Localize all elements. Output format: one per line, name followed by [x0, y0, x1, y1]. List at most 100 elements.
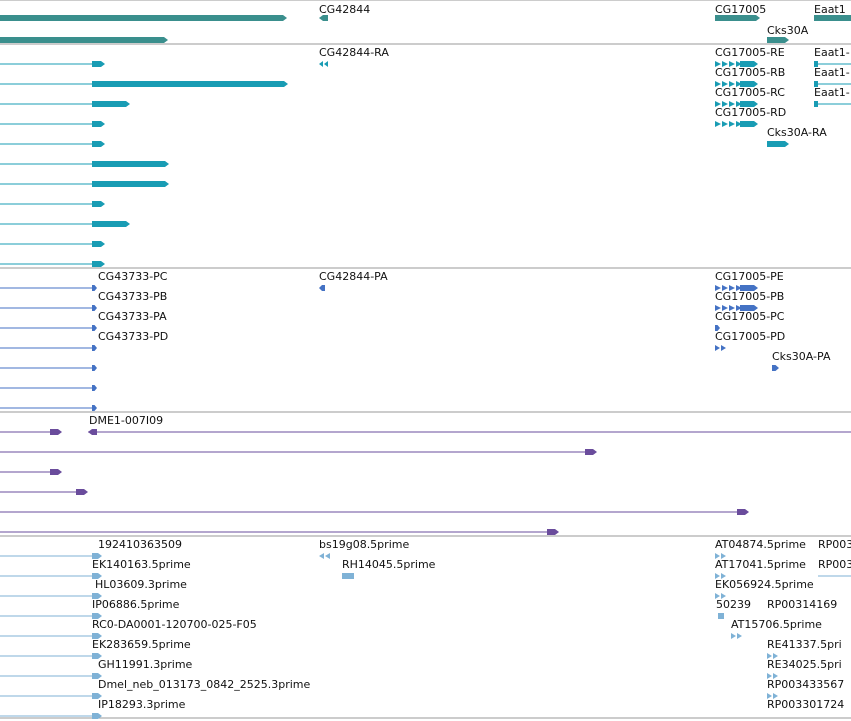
est-feature-1[interactable] [773, 693, 778, 699]
est-feature-0[interactable] [767, 653, 772, 659]
transcript-exon-3[interactable] [736, 101, 742, 107]
transcript-exon-3[interactable] [736, 121, 742, 127]
feature-label[interactable]: CG17005-PB [715, 290, 785, 303]
feature-label[interactable]: IP18293.3prime [98, 698, 186, 711]
transcript-exon[interactable] [92, 201, 105, 207]
protein-feature[interactable] [92, 305, 97, 311]
transcript-exon-0[interactable] [319, 61, 323, 67]
feature-label[interactable]: GH11991.3prime [98, 658, 193, 671]
feature-label[interactable]: CG43733-PB [98, 290, 168, 303]
protein-feature-1[interactable] [722, 305, 728, 311]
transcript-exon-3[interactable] [736, 61, 742, 67]
est-feature-1[interactable] [773, 653, 778, 659]
protein-feature[interactable] [92, 385, 97, 391]
transcript-exon-1[interactable] [324, 61, 328, 67]
feature-label[interactable]: 50239 [716, 598, 751, 611]
feature-label[interactable]: bs19g08.5prime [319, 538, 410, 551]
est-feature-1[interactable] [721, 593, 726, 599]
feature-label[interactable]: IP06886.5prime [92, 598, 180, 611]
feature-label[interactable]: CG17005-PC [715, 310, 785, 323]
feature-label[interactable]: CG17005-RC [715, 86, 785, 99]
est-feature[interactable] [92, 653, 102, 659]
est-feature-0[interactable] [715, 593, 720, 599]
feature-label[interactable]: Dmel_neb_013173_0842_2525.3prime [98, 678, 311, 691]
transcript-exon[interactable] [814, 81, 818, 87]
transcript-exon-2[interactable] [729, 61, 735, 67]
clone-end[interactable] [88, 429, 97, 435]
feature-label[interactable]: Cks30A-RA [767, 126, 827, 139]
feature-label[interactable]: RE41337.5pri [767, 638, 842, 651]
transcript-exon-3[interactable] [736, 81, 742, 87]
feature-label[interactable]: RP003 [818, 538, 851, 551]
feature-label[interactable]: RP003 [818, 558, 851, 571]
transcript-exon[interactable] [92, 161, 169, 167]
feature-label[interactable]: RP00314169 [767, 598, 838, 611]
feature-label[interactable]: Eaat1- [814, 66, 850, 79]
gene-feature[interactable] [715, 15, 760, 21]
est-feature-0[interactable] [715, 573, 720, 579]
feature-label[interactable]: CG42844 [319, 3, 371, 16]
est-feature-1[interactable] [773, 673, 778, 679]
protein-feature[interactable] [772, 365, 779, 371]
transcript-exon-1[interactable] [722, 81, 728, 87]
feature-label[interactable]: RE34025.5pri [767, 658, 842, 671]
feature-label[interactable]: Cks30A [767, 24, 809, 37]
est-feature-0[interactable] [319, 553, 324, 559]
feature-label[interactable]: CG17005 [715, 3, 767, 16]
transcript-exon-1[interactable] [722, 61, 728, 67]
protein-feature[interactable] [740, 305, 758, 311]
protein-feature-3[interactable] [736, 285, 742, 291]
protein-feature[interactable] [715, 325, 720, 331]
clone-end[interactable] [737, 509, 749, 515]
transcript-exon-2[interactable] [729, 101, 735, 107]
feature-label[interactable]: CG42844-PA [319, 270, 388, 283]
est-feature-0[interactable] [731, 633, 736, 639]
protein-feature-1[interactable] [721, 345, 726, 351]
clone-end[interactable] [76, 489, 88, 495]
protein-feature-2[interactable] [729, 285, 735, 291]
feature-label[interactable]: CG43733-PD [98, 330, 169, 343]
feature-label[interactable]: CG17005-PD [715, 330, 786, 343]
transcript-exon[interactable] [92, 81, 288, 87]
feature-label[interactable]: RP003301724 [767, 698, 845, 711]
transcript-exon-1[interactable] [722, 121, 728, 127]
est-feature[interactable] [92, 693, 102, 699]
feature-label[interactable]: DME1-007I09 [89, 414, 164, 427]
feature-label[interactable]: AT15706.5prime [731, 618, 822, 631]
transcript-exon[interactable] [92, 61, 105, 67]
clone-end[interactable] [547, 529, 559, 535]
transcript-exon-1[interactable] [722, 101, 728, 107]
est-feature[interactable] [92, 613, 102, 619]
feature-label[interactable]: EK283659.5prime [92, 638, 191, 651]
transcript-exon-0[interactable] [715, 121, 721, 127]
protein-feature[interactable] [92, 325, 97, 331]
est-feature[interactable] [92, 573, 102, 579]
feature-label[interactable]: 192410363509 [98, 538, 182, 551]
transcript-exon-2[interactable] [729, 81, 735, 87]
feature-label[interactable]: Cks30A-PA [772, 350, 831, 363]
transcript-exon[interactable] [92, 241, 105, 247]
gene-feature[interactable] [0, 37, 168, 43]
est-feature[interactable] [92, 673, 102, 679]
feature-label[interactable]: Eaat1- [814, 86, 850, 99]
est-feature[interactable] [92, 633, 102, 639]
feature-label[interactable]: AT17041.5prime [715, 558, 806, 571]
protein-feature[interactable] [319, 285, 325, 291]
transcript-exon[interactable] [740, 101, 758, 107]
protein-feature-1[interactable] [722, 285, 728, 291]
feature-label[interactable]: CG17005-PE [715, 270, 784, 283]
protein-feature[interactable] [92, 365, 97, 371]
est-feature-0[interactable] [767, 693, 772, 699]
transcript-exon-0[interactable] [715, 101, 721, 107]
clone-end[interactable] [50, 429, 62, 435]
transcript-exon[interactable] [92, 121, 105, 127]
est-feature[interactable] [92, 553, 102, 559]
protein-feature-2[interactable] [729, 305, 735, 311]
feature-label[interactable]: RP003433567 [767, 678, 845, 691]
feature-label[interactable]: EK140163.5prime [92, 558, 191, 571]
est-feature[interactable] [718, 613, 724, 619]
feature-label[interactable]: CG17005-RB [715, 66, 786, 79]
transcript-exon-0[interactable] [715, 81, 721, 87]
feature-label[interactable]: AT04874.5prime [715, 538, 806, 551]
est-feature[interactable] [92, 713, 102, 719]
